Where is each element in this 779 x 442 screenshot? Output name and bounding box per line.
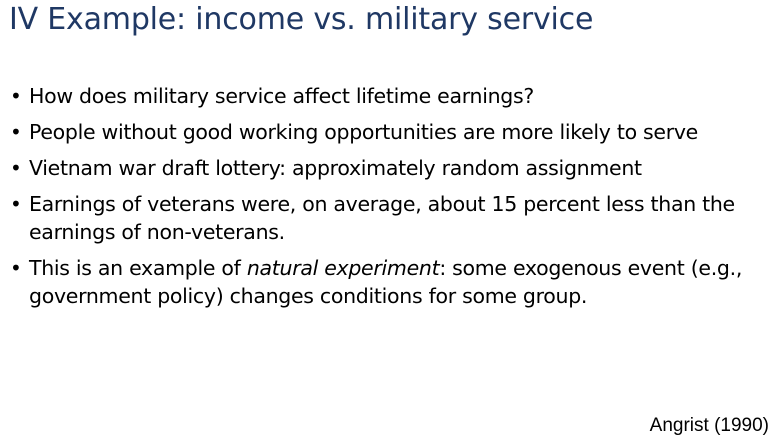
- bullet-text-prefix: This is an example of: [29, 256, 247, 280]
- bullet-dot: •: [10, 84, 22, 108]
- bullet-text-line-1: Earnings of veterans were, on average, a…: [29, 192, 735, 216]
- bullet-dot: •: [10, 156, 22, 180]
- citation: Angrist (1990): [649, 415, 769, 436]
- bullet-text-line-2: government policy) changes conditions fo…: [29, 284, 588, 308]
- bullet-item-working-opportunities: • People without good working opportunit…: [0, 118, 779, 146]
- bullet-item-natural-experiment: • This is an example of natural experime…: [0, 254, 779, 310]
- natural-experiment-emphasis: natural experiment: [246, 256, 440, 280]
- bullet-item-military-service-question: • How does military service affect lifet…: [0, 82, 779, 110]
- bullet-text-line-2: earnings of non-veterans.: [29, 220, 285, 244]
- bullet-text-line-1: This is an example of natural experiment…: [29, 254, 779, 282]
- slide-title: IV Example: income vs. military service: [9, 2, 594, 37]
- bullet-dot: •: [10, 120, 22, 144]
- bullet-text: People without good working opportunitie…: [29, 120, 698, 144]
- bullet-item-draft-lottery: • Vietnam war draft lottery: approximate…: [0, 154, 779, 182]
- bullet-list: • How does military service affect lifet…: [0, 82, 779, 318]
- bullet-text: Vietnam war draft lottery: approximately…: [29, 156, 642, 180]
- bullet-dot: •: [10, 256, 22, 280]
- bullet-text-suffix: : some exogenous event (e.g.,: [439, 256, 743, 280]
- bullet-dot: •: [10, 192, 22, 216]
- bullet-item-veteran-earnings: • Earnings of veterans were, on average,…: [0, 190, 779, 246]
- bullet-text: How does military service affect lifetim…: [29, 84, 534, 108]
